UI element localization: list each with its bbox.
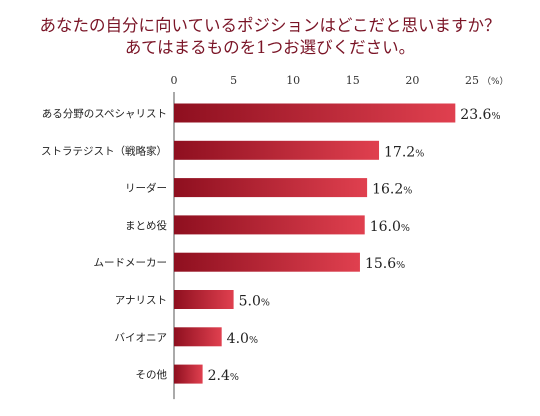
- data-label: 16.2%: [372, 182, 412, 198]
- category-label: ある分野のスペシャリスト: [42, 108, 167, 120]
- bar: [174, 290, 234, 309]
- category-label: まとめ役: [125, 219, 167, 232]
- x-tick-label: 15: [346, 74, 360, 87]
- category-label: リーダー: [125, 182, 167, 195]
- chart-title-line-2: あてはまるものを1つお選びください。: [124, 38, 416, 57]
- bar: [174, 103, 456, 123]
- data-label: 5.0%: [239, 294, 270, 310]
- bar: [174, 327, 222, 347]
- category-label: ムードメーカー: [94, 257, 168, 269]
- x-tick-label: 25: [465, 74, 479, 87]
- data-label: 15.6%: [365, 256, 405, 272]
- category-label: その他: [136, 368, 168, 381]
- category-label: ストラテジスト（戦略家）: [41, 144, 167, 157]
- x-axis-unit-label: （%）: [482, 76, 509, 87]
- bar: [174, 364, 203, 384]
- x-tick-label: 0: [171, 74, 178, 87]
- category-label: バイオニア: [115, 332, 168, 344]
- bar: [174, 140, 380, 160]
- bar: [174, 252, 360, 272]
- data-label: 23.6%: [460, 107, 500, 123]
- data-label: 2.4%: [208, 368, 239, 384]
- data-label: 16.0%: [370, 219, 410, 235]
- x-tick-label: 5: [230, 74, 237, 87]
- chart-title-line-1: あなたの自分に向いているポジションはどこだと思いますか？: [39, 16, 501, 35]
- bar: [174, 178, 368, 198]
- data-label: 17.2%: [384, 144, 424, 160]
- x-tick-label: 10: [286, 74, 300, 87]
- data-label: 4.0%: [227, 331, 258, 347]
- category-label: アナリスト: [115, 295, 167, 307]
- bar: [174, 215, 365, 235]
- x-tick-label: 20: [405, 74, 419, 87]
